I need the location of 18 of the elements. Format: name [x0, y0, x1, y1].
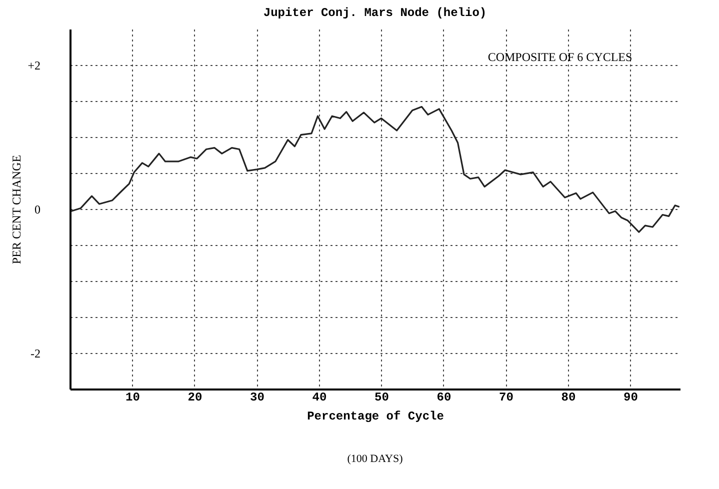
x-axis-title: Percentage of Cycle [307, 410, 444, 424]
chart-title: Jupiter Conj. Mars Node (helio) [263, 6, 487, 20]
x-tick-label: 50 [374, 390, 389, 404]
text: (100 DAYS) [347, 453, 404, 465]
x-tick-label: 20 [188, 390, 202, 404]
y-axis-title: PER CENT CHANGE [10, 154, 24, 264]
x-tick-label: 90 [624, 390, 638, 404]
line-series [70, 106, 680, 233]
y-tick-label: +2 [28, 58, 40, 72]
x-tick-label: 30 [250, 390, 264, 404]
y-tick-label: -2 [30, 346, 40, 360]
annotation: COMPOSITE OF 6 CYCLES [488, 50, 632, 64]
y-tick-label: 0 [34, 202, 40, 216]
x-tick-label: 40 [312, 390, 327, 404]
x-tick-label: 10 [126, 390, 140, 404]
x-tick-label: 70 [499, 390, 514, 404]
x-tick-label: 60 [436, 390, 452, 404]
x-tick-label: 80 [561, 390, 576, 404]
